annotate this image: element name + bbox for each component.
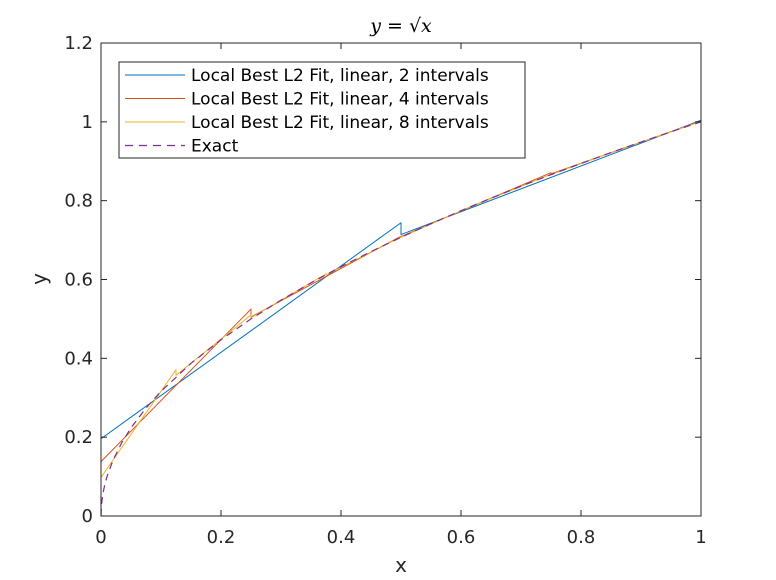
series-line <box>100 120 702 462</box>
legend-items: Local Best L2 Fit, linear, 2 intervals Lo… <box>125 66 489 157</box>
chart-title: y = √x <box>369 15 432 37</box>
series-line <box>100 119 702 440</box>
y-tick-label: 0.4 <box>64 348 93 369</box>
series-path <box>100 121 702 517</box>
x-tick-label: 0.4 <box>327 527 356 548</box>
legend-label: Local Best L2 Fit, linear, 8 intervals <box>191 113 489 133</box>
ticks-layer: 0 0.2 0.4 0.6 0.8 1 0 0.2 0.4 0.6 0.8 1 1.2 <box>64 33 706 548</box>
x-tick-label: 0.2 <box>207 527 236 548</box>
series-path <box>100 119 702 440</box>
y-axis-label: y <box>27 273 51 285</box>
x-tick-label: 1 <box>695 527 706 548</box>
y-tick-label: 0.6 <box>64 270 93 291</box>
x-tick-label: 0 <box>95 527 106 548</box>
series-path <box>100 120 702 462</box>
legend: Local Best L2 Fit, linear, 2 intervals Lo… <box>118 61 526 159</box>
y-tick-label: 0.8 <box>64 191 93 212</box>
x-tick-label: 0.8 <box>567 527 596 548</box>
x-tick-label: 0.6 <box>447 527 476 548</box>
legend-item: Local Best L2 Fit, linear, 4 intervals <box>125 90 489 110</box>
data-layer <box>100 119 702 517</box>
legend-label: Local Best L2 Fit, linear, 4 intervals <box>191 90 489 110</box>
legend-item: Local Best L2 Fit, linear, 2 intervals <box>125 66 489 86</box>
legend-box <box>118 61 526 159</box>
y-tick-label: 0.2 <box>64 427 93 448</box>
legend-item: Local Best L2 Fit, linear, 8 intervals <box>125 113 489 133</box>
x-axis-label: x <box>395 553 407 577</box>
y-tick-label: 1.2 <box>64 33 93 54</box>
legend-label: Exact <box>191 137 239 157</box>
legend-label: Local Best L2 Fit, linear, 2 intervals <box>191 66 489 86</box>
series-line <box>100 121 702 517</box>
y-tick-label: 1 <box>82 112 93 133</box>
legend-item: Exact <box>125 137 239 157</box>
y-tick-label: 0 <box>82 506 93 527</box>
